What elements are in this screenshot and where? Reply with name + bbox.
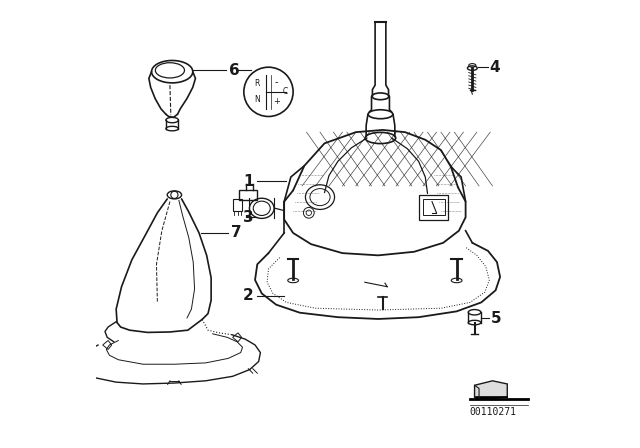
Text: +: + [273, 97, 280, 106]
Text: N: N [255, 95, 260, 104]
Text: 6: 6 [229, 63, 240, 78]
Text: -: - [275, 77, 278, 87]
Text: 00110271: 00110271 [469, 407, 516, 417]
Polygon shape [475, 396, 508, 399]
Text: 3: 3 [243, 210, 253, 225]
Text: R: R [255, 79, 260, 88]
Text: 5: 5 [491, 310, 502, 326]
Text: 2: 2 [243, 288, 253, 303]
Text: 4: 4 [490, 60, 500, 75]
Text: 7: 7 [231, 225, 242, 241]
Polygon shape [475, 381, 508, 399]
Text: 1: 1 [243, 174, 253, 189]
Text: C: C [283, 87, 288, 96]
